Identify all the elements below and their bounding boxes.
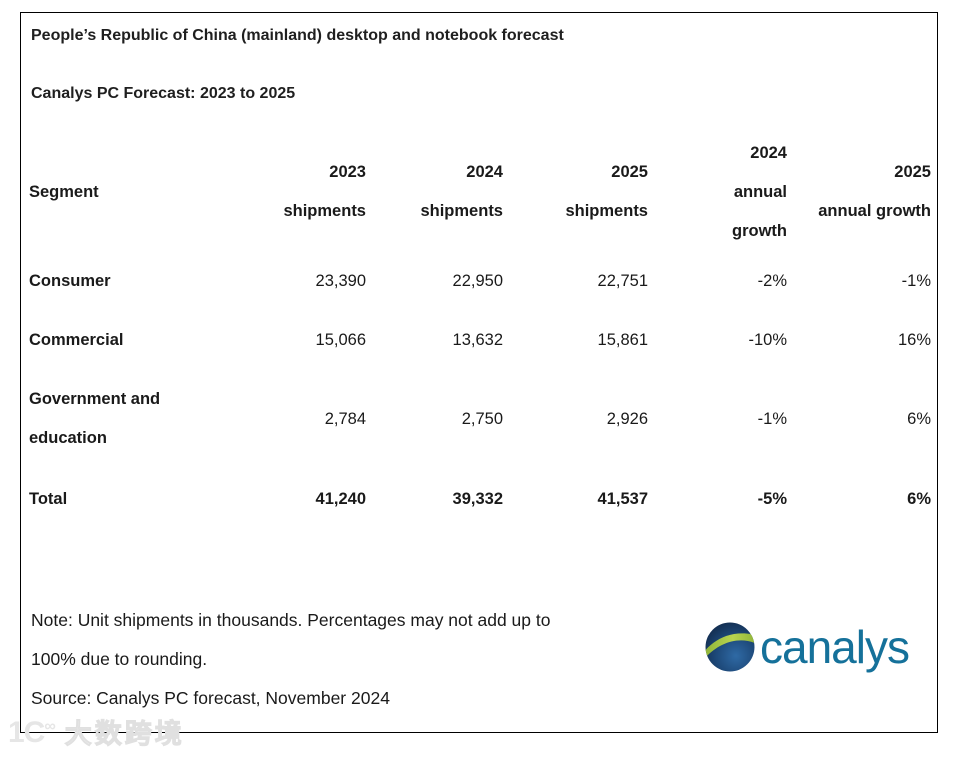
value-cell: 6% xyxy=(907,489,931,508)
segment-label: Government and education xyxy=(29,390,161,447)
column-header-2023-shipments: 2023 shipments xyxy=(228,133,366,251)
header-line: 2025 xyxy=(894,163,931,181)
watermark-logo-icon: 1C∞ xyxy=(8,716,56,749)
note-text-line-1: Note: Unit shipments in thousands. Perce… xyxy=(31,610,551,630)
header-line: 2023 xyxy=(329,163,366,181)
segment-label: Total xyxy=(29,489,68,508)
value-cell: -1% xyxy=(901,271,931,290)
header-line: 2024 xyxy=(466,163,503,181)
header-line: 2025 xyxy=(611,163,648,181)
column-header-2025-annual-growth: 2025 annual growth xyxy=(787,133,931,251)
value-cell: 15,066 xyxy=(315,330,366,349)
value-cell: 2,750 xyxy=(461,409,503,428)
value-cell: 13,632 xyxy=(452,330,503,349)
column-header-2025-shipments: 2025 shipments xyxy=(503,133,648,251)
value-cell: 15,861 xyxy=(597,330,648,349)
figure-subtitle: Canalys PC Forecast: 2023 to 2025 xyxy=(31,85,296,102)
header-line: shipments xyxy=(283,202,366,220)
header-line: annual growth xyxy=(818,202,931,220)
header-line: shipments xyxy=(565,202,648,220)
forecast-table: Segment 2023 shipments 2024 shipments 20… xyxy=(29,133,931,529)
canalys-globe-icon xyxy=(705,622,755,672)
value-cell: 6% xyxy=(907,409,931,428)
column-header-2024-annual-growth: 2024 annual growth xyxy=(648,133,787,251)
value-cell: -2% xyxy=(757,271,787,290)
segment-label: Commercial xyxy=(29,330,124,349)
table-row-government-education: Government and education 2,784 2,750 2,9… xyxy=(29,369,931,469)
value-cell: 41,240 xyxy=(315,489,366,508)
column-header-2024-shipments: 2024 shipments xyxy=(366,133,503,251)
value-cell: 22,950 xyxy=(452,271,503,290)
table-header-row: Segment 2023 shipments 2024 shipments 20… xyxy=(29,133,931,251)
note-text-line-2: 100% due to rounding. xyxy=(31,649,208,669)
value-cell: 41,537 xyxy=(597,489,648,508)
footnote-block: Note: Unit shipments in thousands. Perce… xyxy=(31,601,937,718)
value-cell: -5% xyxy=(757,489,787,508)
header-line: shipments xyxy=(420,202,503,220)
header-line: Segment xyxy=(29,182,99,201)
segment-label: Consumer xyxy=(29,271,111,290)
table-frame: People’s Republic of China (mainland) de… xyxy=(20,12,938,733)
value-cell: 2,784 xyxy=(324,409,366,428)
source-text: Source: Canalys PC forecast, November 20… xyxy=(31,688,390,708)
header-line: growth xyxy=(732,221,787,240)
column-header-segment: Segment xyxy=(29,133,228,251)
table-row-total: Total 41,240 39,332 41,537 -5% 6% xyxy=(29,469,931,529)
header-line: annual xyxy=(733,182,787,201)
canalys-wordmark: canalys xyxy=(760,621,910,673)
value-cell: 16% xyxy=(897,330,931,349)
figure-title: People’s Republic of China (mainland) de… xyxy=(31,27,564,44)
value-cell: -1% xyxy=(757,409,787,428)
header-line: 2024 xyxy=(750,143,787,162)
value-cell: 2,926 xyxy=(606,409,648,428)
watermark: 1C∞ 大数跨境 xyxy=(8,716,185,752)
watermark-text: 大数跨境 xyxy=(64,719,185,750)
value-cell: 22,751 xyxy=(597,271,648,290)
table-row-consumer: Consumer 23,390 22,950 22,751 -2% -1% xyxy=(29,251,931,311)
value-cell: 23,390 xyxy=(315,271,366,290)
table-row-commercial: Commercial 15,066 13,632 15,861 -10% 16% xyxy=(29,311,931,369)
value-cell: 39,332 xyxy=(452,489,503,508)
canalys-logo: canalys xyxy=(705,621,910,673)
value-cell: -10% xyxy=(748,330,787,349)
